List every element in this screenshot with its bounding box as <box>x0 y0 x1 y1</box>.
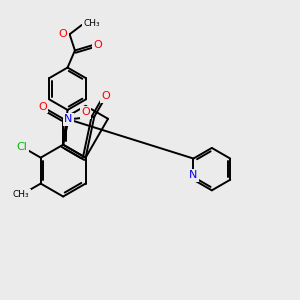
Text: CH₃: CH₃ <box>13 190 29 200</box>
Text: O: O <box>102 91 110 101</box>
Text: O: O <box>81 107 90 117</box>
Text: N: N <box>64 114 73 124</box>
Text: O: O <box>94 40 102 50</box>
Text: N: N <box>189 170 198 180</box>
Text: CH₃: CH₃ <box>83 19 100 28</box>
Text: O: O <box>38 102 47 112</box>
Text: O: O <box>59 29 68 39</box>
Text: Cl: Cl <box>16 142 28 152</box>
